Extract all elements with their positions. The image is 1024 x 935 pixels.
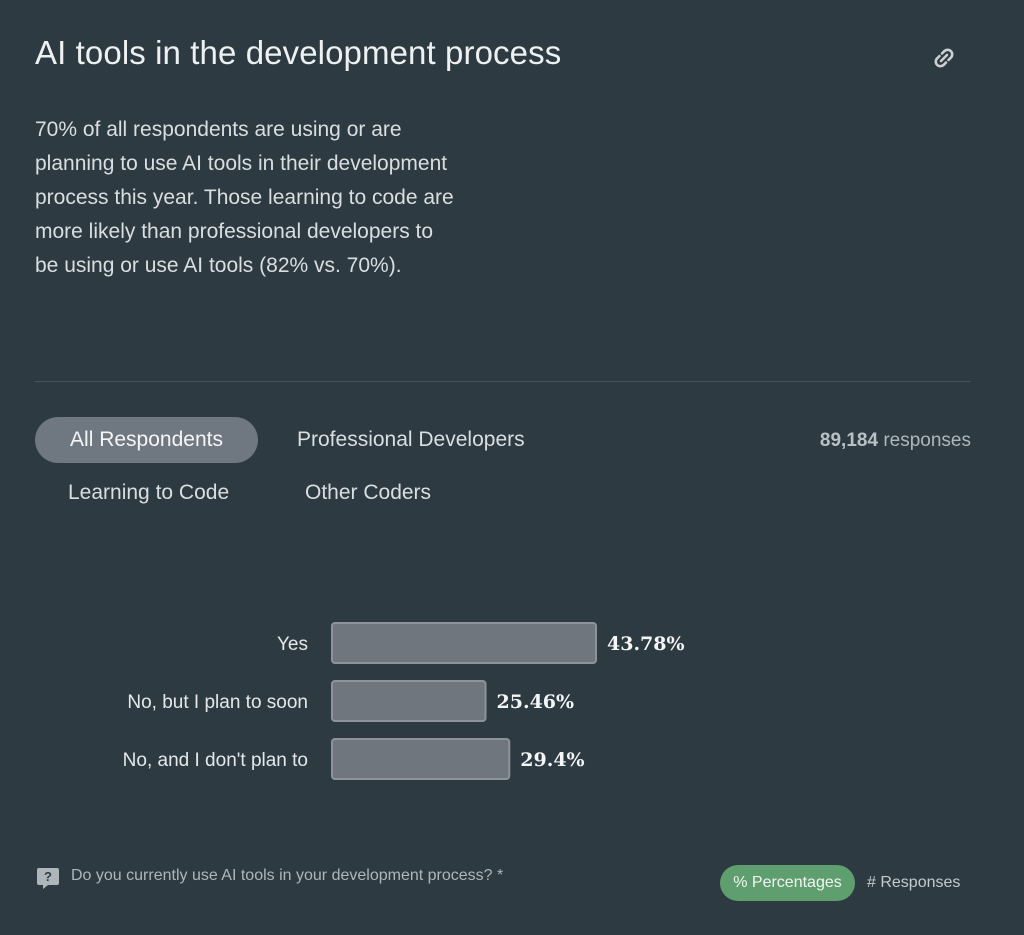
svg-text:?: ? [44, 869, 52, 884]
bar-category-label: Yes [277, 634, 308, 655]
survey-question: Do you currently use AI tools in your de… [71, 867, 504, 884]
help-icon: ? [37, 868, 59, 889]
bar-category-label: No, but I plan to soon [127, 692, 308, 713]
bar [331, 680, 487, 722]
bar-category-label: No, and I don't plan to [123, 750, 308, 771]
bar-value-label: 25.46% [497, 691, 575, 713]
bar [331, 622, 597, 664]
bar-chart: Yes 43.78% No, but I plan to soon 25.46% No,… [123, 622, 685, 780]
bar [331, 738, 511, 780]
section-divider [35, 381, 971, 382]
responses-toggle[interactable]: # Responses [867, 874, 961, 891]
tab-all-respondents[interactable]: All Respondents [35, 417, 258, 463]
responses-number: 89,184 [819, 430, 879, 451]
page-title: AI tools in the development process [35, 34, 562, 71]
tab-professional-developers[interactable]: Professional Developers [297, 428, 525, 451]
responses-count: 89,184 responses [820, 430, 971, 452]
description-text: 70% of all respondents are using or are … [35, 118, 454, 277]
responses-label: responses [883, 430, 971, 451]
percentages-toggle[interactable]: % Percentages [720, 865, 855, 901]
tab-learning-to-code[interactable]: Learning to Code [68, 481, 230, 504]
link-icon[interactable] [930, 44, 958, 72]
tab-other-coders[interactable]: Other Coders [305, 481, 432, 504]
bar-value-label: 29.4% [520, 749, 584, 771]
bar-value-label: 43.78% [607, 633, 685, 655]
